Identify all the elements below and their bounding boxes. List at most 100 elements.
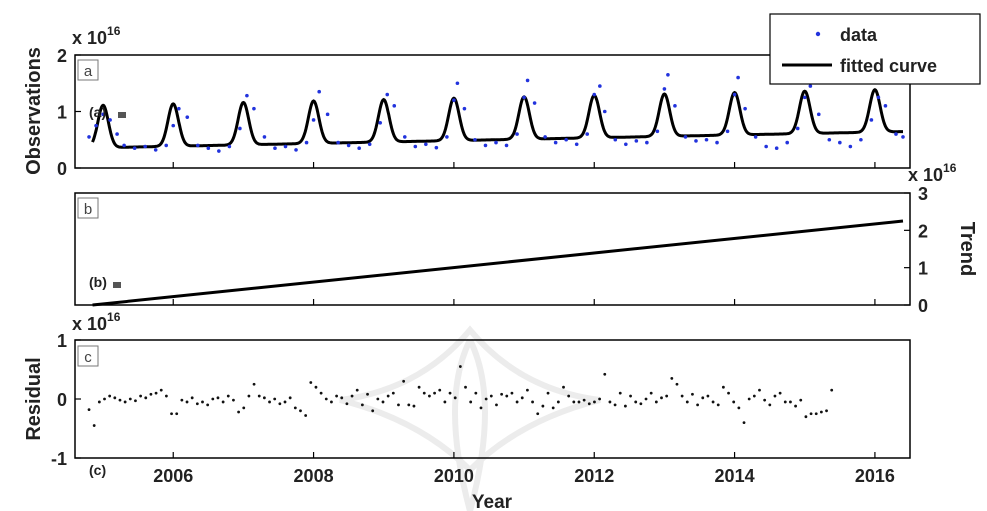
data-point xyxy=(683,135,688,139)
data-point xyxy=(785,140,790,145)
residual-point xyxy=(170,412,173,416)
residual-point xyxy=(629,394,632,398)
annotation-c: (c) xyxy=(89,462,106,478)
data-point xyxy=(715,140,719,145)
residual-point xyxy=(654,400,658,404)
residual-point xyxy=(603,372,607,376)
residual-point xyxy=(381,400,385,404)
residual-point xyxy=(804,415,808,419)
residual-point xyxy=(675,382,679,386)
residual-point xyxy=(680,394,684,398)
data-point xyxy=(462,106,467,111)
residual-point xyxy=(773,394,777,398)
data-point xyxy=(262,135,267,139)
residual-point xyxy=(149,392,153,396)
residual-point xyxy=(304,414,308,417)
residual-point xyxy=(644,397,648,401)
residual-point xyxy=(314,385,318,389)
residual-point xyxy=(128,397,132,401)
residual-point xyxy=(789,400,792,404)
residual-point xyxy=(572,400,576,404)
residual-point xyxy=(92,424,96,427)
residual-point xyxy=(159,388,163,392)
data-point xyxy=(206,146,211,151)
residual-point xyxy=(299,409,302,413)
data-point xyxy=(802,95,807,100)
residual-point xyxy=(716,403,720,407)
residual-point xyxy=(536,412,540,416)
data-point xyxy=(346,143,351,148)
data-point xyxy=(115,132,119,136)
residual-point xyxy=(562,385,565,389)
residual-point xyxy=(742,421,746,424)
data-point xyxy=(273,146,277,151)
residual-point xyxy=(531,400,534,404)
data-point xyxy=(816,112,821,117)
legend-fit-label: fitted curve xyxy=(840,56,937,76)
residual-point xyxy=(799,398,803,402)
panel-c-ylabel: Residual xyxy=(23,357,45,440)
data-point xyxy=(132,146,137,151)
data-point xyxy=(227,144,232,149)
residual-point xyxy=(453,396,457,400)
data-point xyxy=(602,109,607,114)
x-axis-title: Year xyxy=(472,492,513,511)
residual-point xyxy=(830,388,834,392)
data-point xyxy=(283,144,288,149)
residual-point xyxy=(190,396,194,400)
residual-point xyxy=(350,394,354,398)
residual-point xyxy=(660,396,663,400)
residual-point xyxy=(505,394,509,398)
data-point xyxy=(553,140,558,145)
y-tick-label: 1 xyxy=(57,331,67,351)
data-point xyxy=(543,135,547,139)
y-tick-label: 2 xyxy=(57,46,67,66)
residual-point xyxy=(216,396,220,400)
residual-point xyxy=(752,394,756,398)
data-point xyxy=(245,93,249,98)
data-point xyxy=(483,143,488,148)
residual-point xyxy=(103,397,106,401)
legend-data-label: data xyxy=(840,25,878,45)
legend: data fitted curve xyxy=(769,13,981,85)
data-point xyxy=(634,139,639,143)
x-tick-label: 2012 xyxy=(574,466,614,486)
data-point xyxy=(753,135,758,139)
residual-point xyxy=(407,403,411,407)
residual-point xyxy=(201,400,204,404)
residual-point xyxy=(417,385,421,389)
data-point xyxy=(894,132,898,136)
residual-point xyxy=(484,397,488,401)
data-point xyxy=(392,104,397,108)
residual-point xyxy=(551,406,555,410)
residual-point xyxy=(732,400,736,404)
y-tick-label: 0 xyxy=(918,296,928,316)
residual-point xyxy=(293,406,297,410)
data-point xyxy=(252,106,256,111)
residual-point xyxy=(252,382,256,386)
data-point xyxy=(694,139,698,143)
y-tick-label: 1 xyxy=(57,103,67,123)
residual-point xyxy=(422,391,426,395)
residual-point xyxy=(696,403,700,407)
data-point xyxy=(304,140,309,145)
residual-point xyxy=(438,388,442,392)
y-tick-label: 0 xyxy=(57,159,67,179)
residual-point xyxy=(180,398,184,402)
data-point xyxy=(883,104,888,108)
residual-point xyxy=(144,396,148,400)
data-point xyxy=(743,106,747,111)
fitted-curve-line xyxy=(91,87,903,149)
residual-point xyxy=(758,388,761,392)
residual-point xyxy=(376,397,380,401)
residual-point xyxy=(783,400,787,404)
annotation-a: (a) xyxy=(89,104,106,120)
residual-point xyxy=(541,404,545,408)
residual-point xyxy=(134,399,137,403)
data-point xyxy=(311,118,316,122)
residual-point xyxy=(737,406,741,410)
residual-point xyxy=(747,397,751,401)
data-point xyxy=(504,143,509,148)
residual-point xyxy=(582,398,586,402)
panel-a-label: a xyxy=(84,63,93,80)
